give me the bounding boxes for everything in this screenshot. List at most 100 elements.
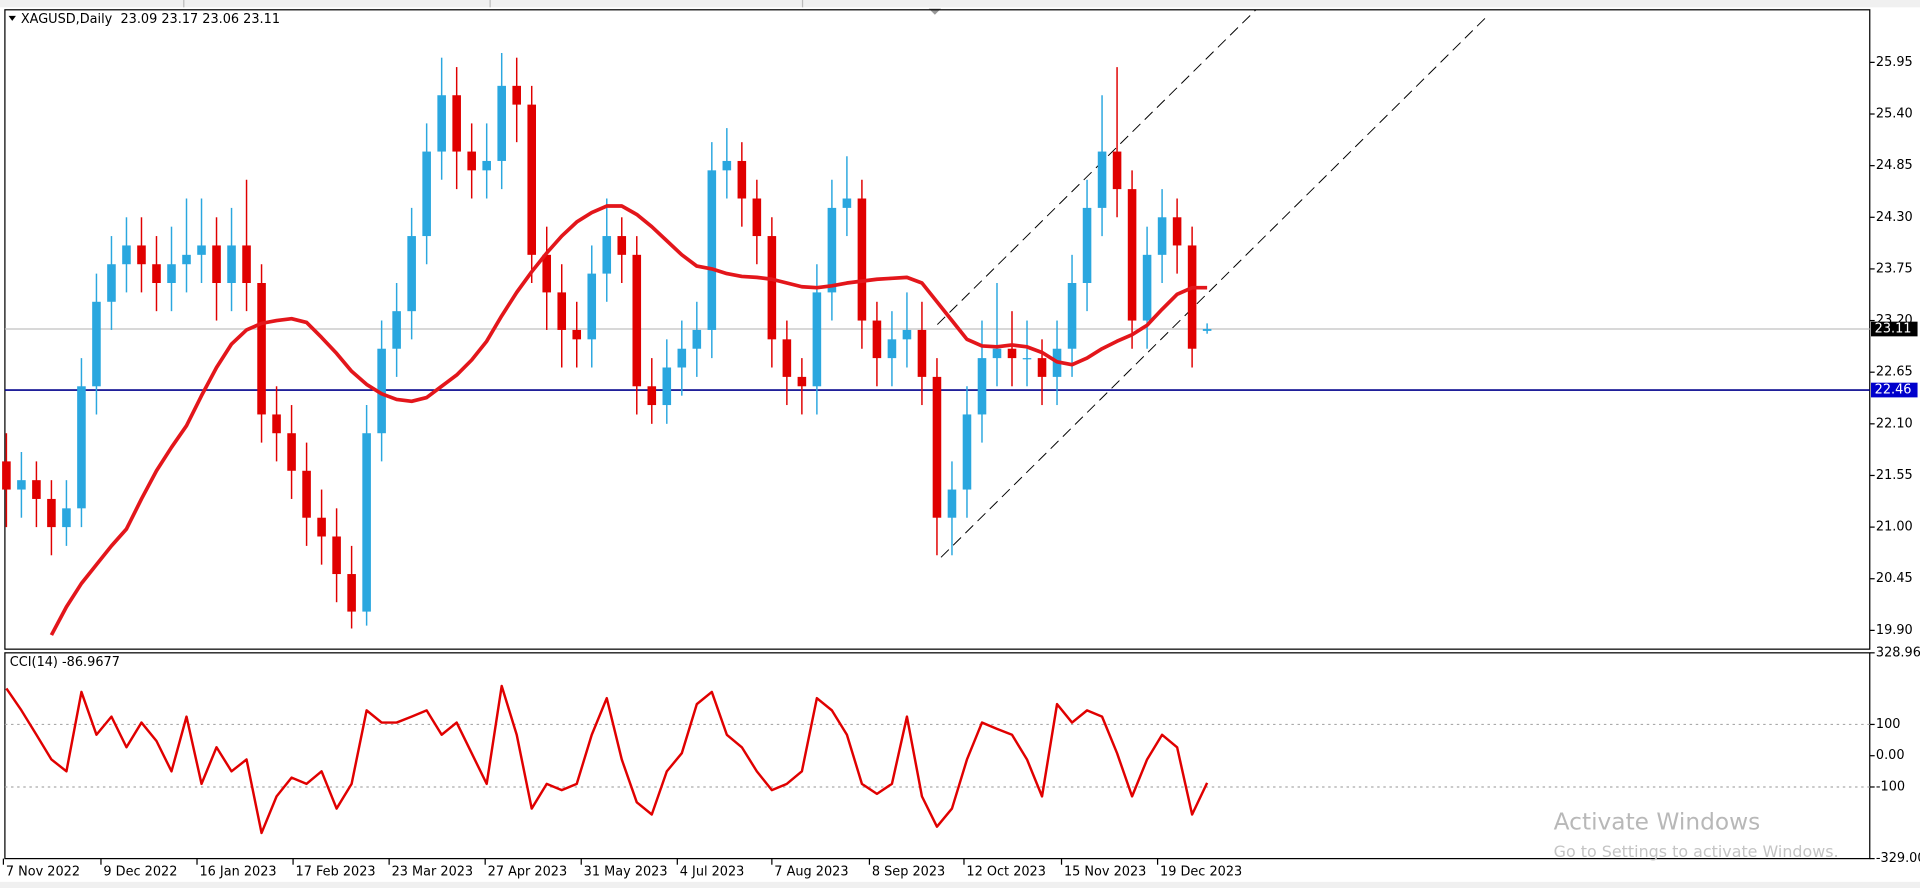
y-tick-label: 23.75 — [1876, 261, 1913, 276]
candle-body — [977, 358, 987, 415]
x-tick-label: 31 May 2023 — [584, 865, 668, 880]
candle-body — [602, 236, 612, 274]
candle-body — [887, 339, 897, 359]
candle-body — [1142, 254, 1152, 321]
collapse-icon — [8, 15, 16, 21]
candle-body — [722, 160, 732, 171]
candle-body — [317, 517, 326, 537]
candle-body — [1127, 189, 1137, 321]
y-tick-label: 0.00 — [1876, 748, 1905, 763]
candle-body — [272, 414, 281, 434]
candle-body — [47, 498, 56, 528]
price-label: 23.11 — [1875, 322, 1912, 337]
candle-body — [437, 95, 446, 152]
candle-body — [212, 245, 221, 284]
price-label-box — [1870, 321, 1918, 337]
x-tick-label: 7 Aug 2023 — [774, 865, 848, 880]
candle-body — [932, 376, 942, 518]
candle-body — [62, 508, 71, 528]
indicator-header: CCI(14) -86.9677 — [10, 655, 120, 670]
channel-lower — [940, 14, 1490, 558]
candle-body — [77, 386, 86, 509]
y-tick-label: -100 — [1876, 779, 1905, 794]
cci-line — [5, 684, 1209, 835]
candle-body — [617, 236, 627, 255]
candle-body — [332, 536, 341, 575]
y-tick-label: 19.90 — [1876, 623, 1913, 638]
candle-body — [857, 198, 867, 321]
y-tick-label: 21.55 — [1876, 468, 1913, 483]
candle-body — [167, 264, 176, 284]
price-label: 22.46 — [1875, 383, 1912, 398]
y-tick-label: -329.000 — [1876, 851, 1920, 866]
candle-body — [152, 264, 161, 284]
candle-body — [992, 348, 1002, 359]
x-tick-label: 4 Jul 2023 — [680, 865, 745, 880]
y-tick-label: 100 — [1876, 717, 1901, 732]
candle-body — [377, 348, 386, 434]
x-tick-label: 7 Nov 2022 — [6, 865, 80, 880]
candle-body — [767, 236, 777, 340]
candle-body — [797, 376, 807, 387]
candle-body — [1067, 283, 1077, 349]
candle-body — [497, 85, 506, 161]
y-tick-label: 21.00 — [1876, 520, 1913, 535]
candle-body — [182, 254, 191, 265]
candle-body — [737, 160, 747, 199]
candle-body — [407, 236, 416, 312]
candle-body — [122, 245, 131, 265]
candle-body — [662, 367, 672, 406]
candle-body — [1022, 358, 1032, 360]
candle-body — [947, 489, 957, 518]
candle-body — [842, 198, 852, 208]
candle-body — [587, 273, 597, 340]
x-tick-label: 27 Apr 2023 — [488, 865, 568, 880]
candle-body — [707, 170, 717, 330]
y-tick-label: 24.30 — [1876, 210, 1913, 225]
y-tick-label: 20.45 — [1876, 571, 1913, 586]
candle-body — [227, 245, 236, 284]
candle-body — [677, 348, 687, 368]
y-tick-label: 328.964 — [1876, 645, 1920, 660]
candle-body — [302, 470, 311, 518]
candle-body — [197, 245, 206, 255]
moving-average — [49, 204, 1208, 636]
candle-body — [1202, 329, 1212, 331]
candle-body — [647, 386, 657, 406]
watermark-subtitle: Go to Settings to activate Windows. — [1554, 842, 1839, 861]
candle-body — [1007, 348, 1017, 359]
candle-body — [137, 245, 146, 265]
candle-body — [257, 283, 266, 415]
x-tick-label: 12 Oct 2023 — [966, 865, 1046, 880]
candle-body — [17, 480, 26, 490]
candle-body — [1187, 245, 1197, 349]
y-tick-label: 22.65 — [1876, 365, 1913, 380]
candle-body — [527, 104, 537, 255]
candle-body — [902, 329, 912, 340]
y-tick-label: 22.10 — [1876, 416, 1913, 431]
y-tick-label: 25.95 — [1876, 55, 1913, 70]
y-tick-label: 25.40 — [1876, 107, 1913, 122]
candle-body — [917, 329, 927, 377]
candle-body — [692, 329, 702, 349]
candle-body — [482, 160, 491, 171]
watermark-title: Activate Windows — [1554, 809, 1761, 836]
candle-body — [1037, 358, 1047, 377]
x-tick-label: 9 Dec 2022 — [103, 865, 177, 880]
candle-body — [827, 207, 837, 293]
candle-body — [392, 311, 401, 349]
candle-body — [422, 151, 431, 237]
price-label-box — [1870, 382, 1918, 398]
candle-body — [752, 198, 762, 237]
chart-header: XAGUSD,Daily 23.09 23.17 23.06 23.11 — [21, 12, 280, 27]
candle-body — [632, 254, 642, 387]
x-tick-label: 23 Mar 2023 — [392, 865, 474, 880]
candle-body — [362, 433, 371, 612]
channel-upper — [936, 9, 1257, 325]
y-tick-label: 24.85 — [1876, 158, 1913, 173]
candle-body — [1097, 151, 1107, 208]
candle-body — [107, 264, 116, 302]
candle-body — [242, 245, 251, 284]
